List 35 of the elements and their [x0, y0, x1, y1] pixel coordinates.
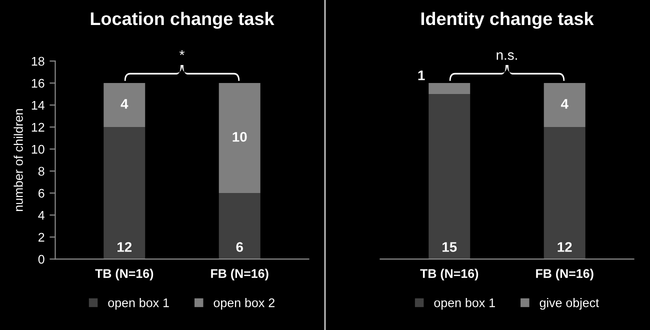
y-tick-label: 8	[38, 166, 44, 176]
legend-label: open box 1	[108, 298, 169, 310]
y-tick-label: 18	[32, 56, 44, 66]
text: n.s.	[496, 52, 517, 60]
bar	[104, 83, 146, 128]
x-tick-label: TB (N=16)	[95, 268, 154, 280]
data-label: 15	[442, 242, 457, 252]
y-tick-label: 6	[38, 188, 44, 198]
chart-title: Identity change task	[421, 12, 594, 29]
y-axis-title: number of children	[14, 109, 23, 211]
y-tick-label: 10	[32, 144, 44, 154]
y-tick-label: 16	[32, 78, 44, 88]
data-label: 4	[560, 99, 568, 109]
data-label: 6	[236, 242, 243, 252]
data-label: 12	[558, 242, 572, 252]
bar	[104, 127, 146, 260]
x-tick-label: TB (N=16)	[420, 268, 478, 280]
bar	[218, 83, 260, 194]
y-tick-label: 4	[38, 210, 44, 220]
x-tick-label: FB (N=16)	[211, 268, 268, 280]
x-tick-label: FB (N=16)	[536, 268, 594, 280]
legend-label: open box 1	[434, 298, 495, 310]
y-tick-label: 14	[32, 100, 44, 110]
text: *	[180, 50, 184, 56]
y-tick-label: 0	[38, 254, 44, 264]
data-label: 12	[118, 242, 132, 252]
y-tick-label: 12	[32, 122, 44, 132]
data-label: 10	[232, 132, 247, 142]
legend-label: give object	[540, 298, 599, 310]
y-tick-label: 2	[38, 232, 44, 242]
legend-label: open box 2	[214, 298, 274, 310]
chart-title: Location change task	[90, 12, 274, 29]
data-label: 4	[120, 99, 128, 109]
bar	[218, 193, 260, 260]
data-label: 1	[418, 70, 425, 80]
